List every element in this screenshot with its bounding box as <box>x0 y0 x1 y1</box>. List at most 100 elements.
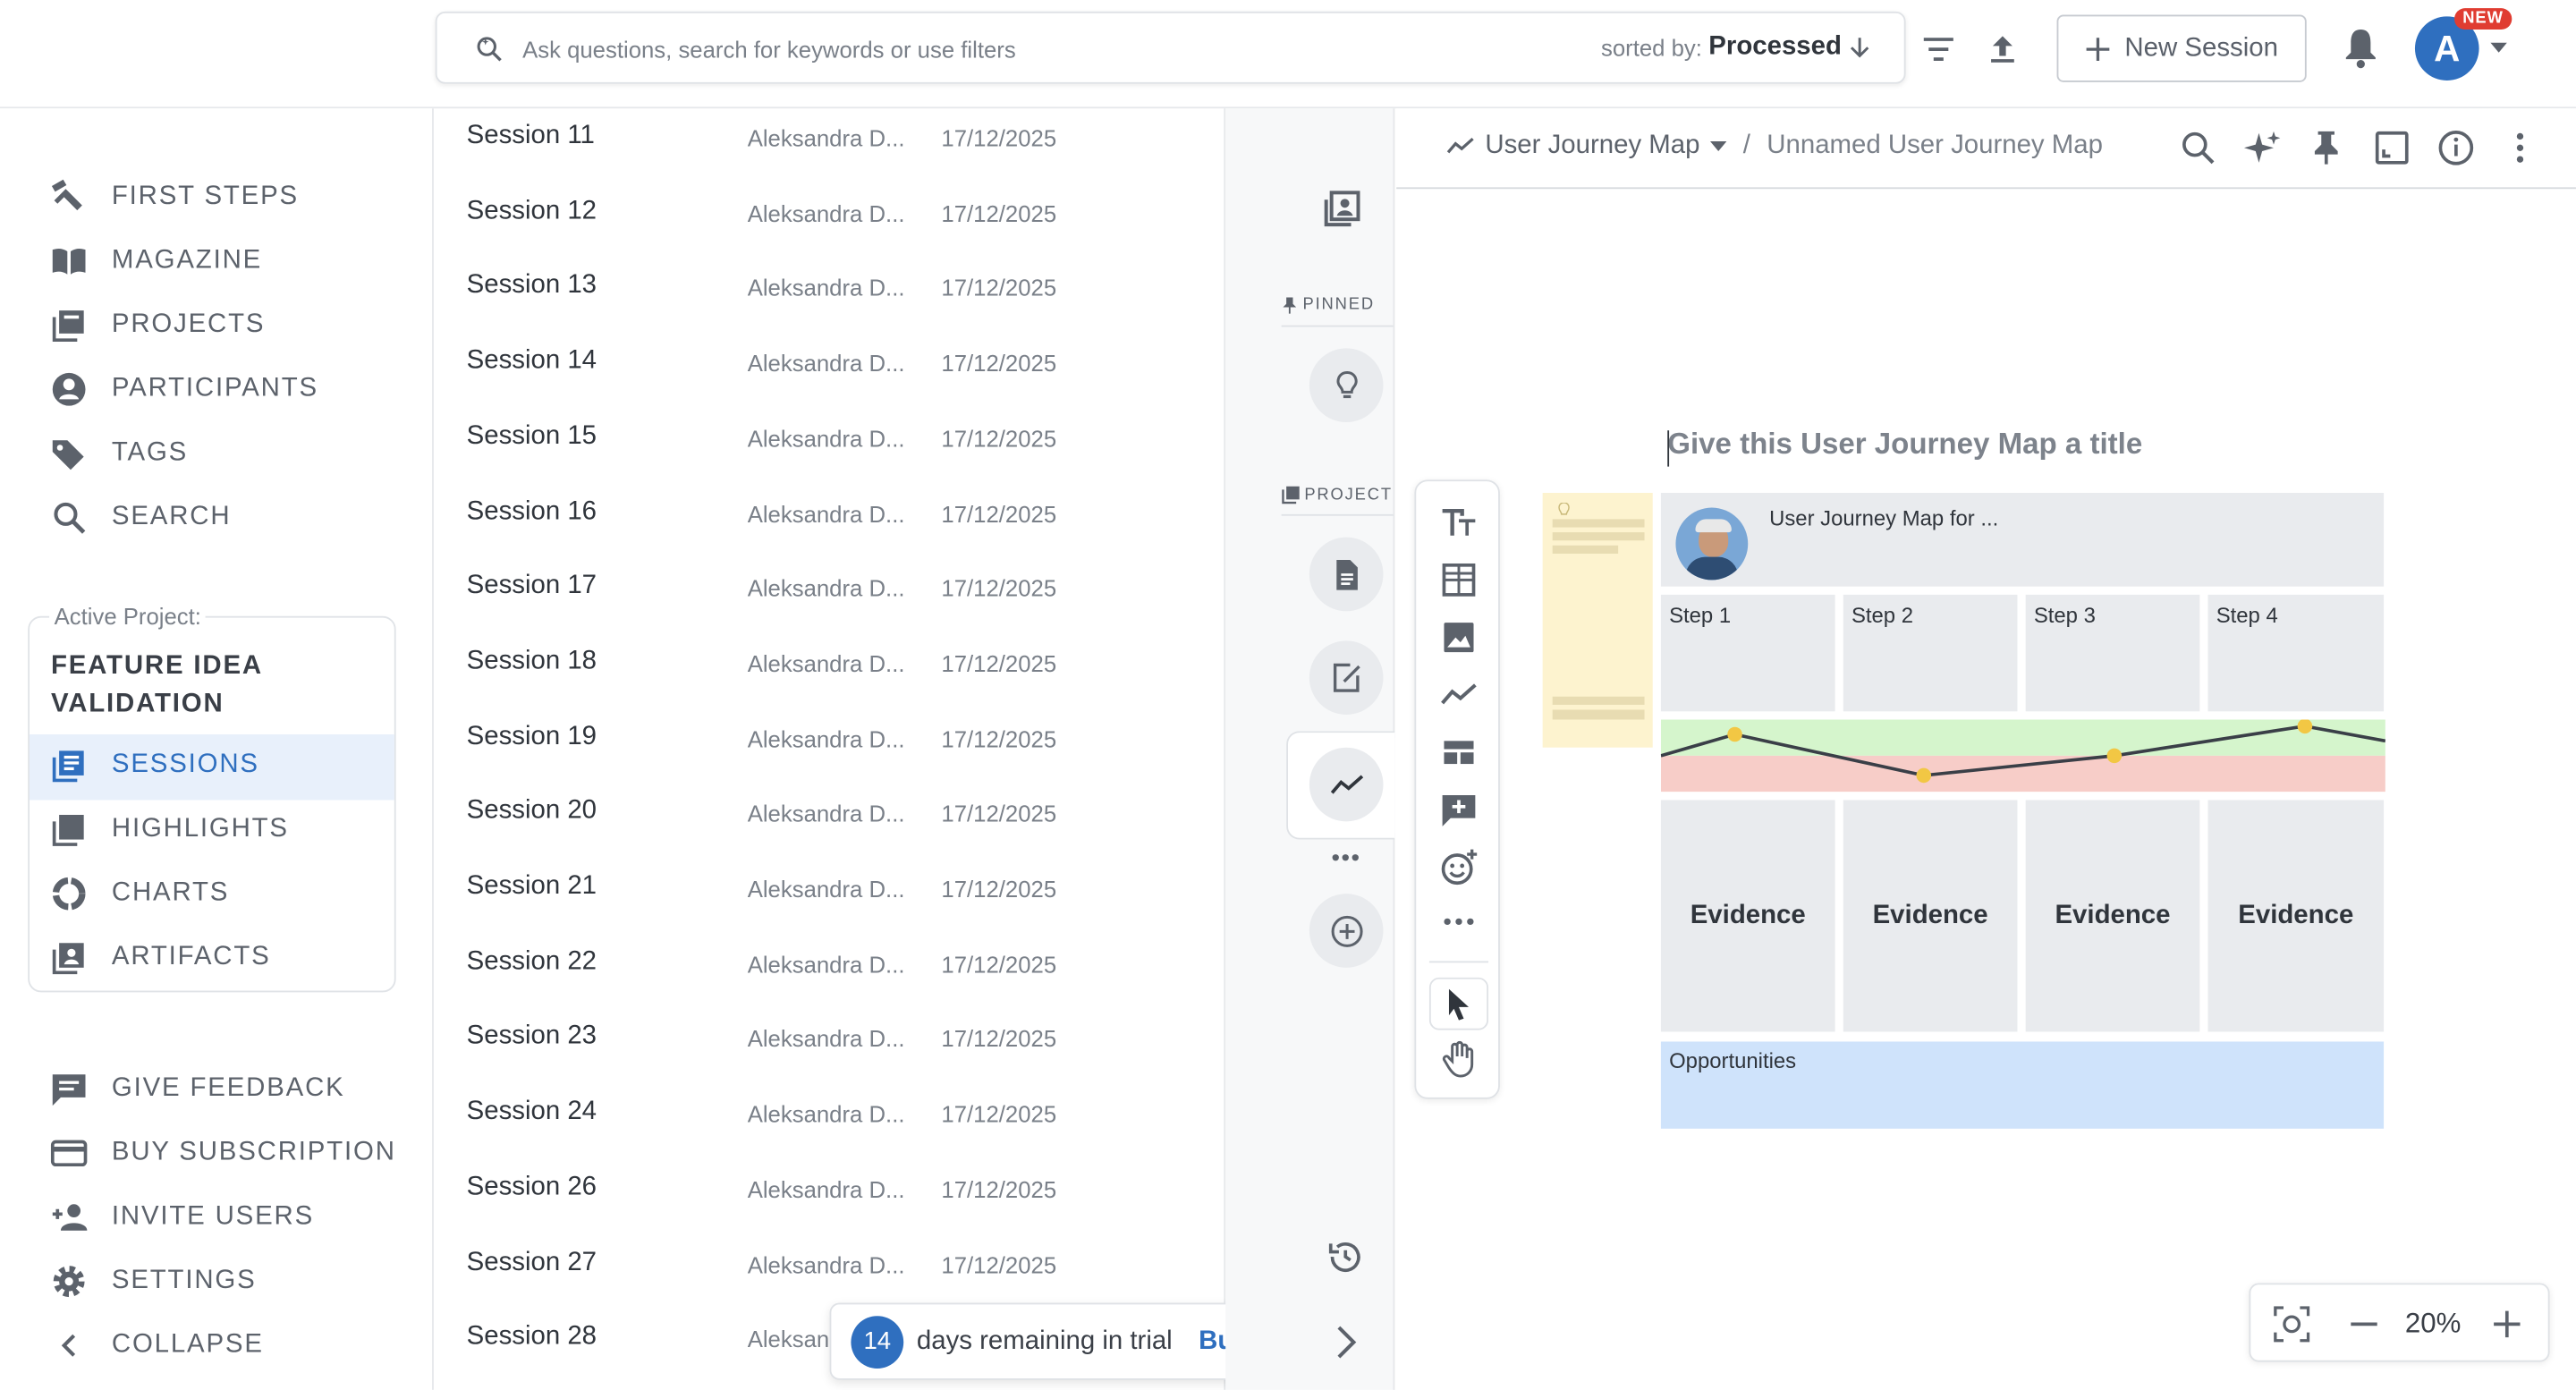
emoji-point <box>1916 767 1932 784</box>
sidebar-item-highlights[interactable]: HIGHLIGHTS <box>49 809 289 852</box>
artifact-type-dropdown[interactable]: User Journey Map <box>1445 131 1726 161</box>
step-cell[interactable]: Step 4 <box>2207 594 2385 712</box>
line-chart-tool-icon[interactable] <box>1439 675 1479 715</box>
fullscreen-icon[interactable] <box>2372 128 2411 167</box>
text-tool-icon[interactable] <box>1439 503 1479 542</box>
chevron-down-icon[interactable] <box>2490 42 2507 53</box>
sidebar-item-buy-subscription[interactable]: BUY SUBSCRIPTION <box>49 1131 396 1174</box>
evidence-cell[interactable]: Evidence <box>2207 800 2385 1032</box>
session-row[interactable]: Session 18 Aleksandra D... 17/12/2025 <box>436 634 1224 708</box>
session-row[interactable]: Session 24 Aleksandra D... 17/12/2025 <box>436 1084 1224 1158</box>
session-row[interactable]: Session 28 Aleksan <box>436 1309 1224 1384</box>
zoom-in-icon[interactable] <box>2492 1309 2521 1339</box>
search-input[interactable]: Ask questions, search for keywords or us… <box>522 36 1016 63</box>
history-icon[interactable] <box>1326 1237 1365 1276</box>
sidebar-item-sessions[interactable]: SESSIONS <box>49 744 259 787</box>
pin-icon[interactable] <box>2307 128 2346 167</box>
session-row[interactable]: Session 20 Aleksandra D... 17/12/2025 <box>436 784 1224 859</box>
sidebar-item-label: MAGAZINE <box>111 246 263 275</box>
session-row[interactable]: Session 11 Aleksandra D... 17/12/2025 <box>436 108 1224 182</box>
session-row[interactable]: Session 27 Aleksandra D... 17/12/2025 <box>436 1234 1224 1309</box>
rail-add-button[interactable] <box>1309 894 1384 968</box>
fit-screen-icon[interactable] <box>2274 1306 2310 1343</box>
rail-divider <box>1281 513 1394 516</box>
evidence-cell[interactable]: Evidence <box>2025 800 2200 1032</box>
image-tool-icon[interactable] <box>1439 618 1479 657</box>
more-vertical-icon[interactable] <box>2500 128 2539 167</box>
sidebar-item-charts[interactable]: CHARTS <box>49 872 229 915</box>
evidence-cell[interactable]: Evidence <box>1843 800 2018 1032</box>
first-steps-icon <box>51 179 82 211</box>
new-session-button[interactable]: New Session <box>2056 14 2307 82</box>
rail-item-insight[interactable] <box>1309 348 1384 423</box>
layout-tool-icon[interactable] <box>1439 733 1479 772</box>
trial-banner: 14 days remaining in trial Buy <box>829 1302 1278 1380</box>
session-row[interactable]: Session 16 Aleksandra D... 17/12/2025 <box>436 484 1224 558</box>
session-author: Aleksandra D... <box>747 1250 905 1278</box>
session-row[interactable]: Session 15 Aleksandra D... 17/12/2025 <box>436 409 1224 483</box>
session-row[interactable]: Session 22 Aleksandra D... 17/12/2025 <box>436 935 1224 1009</box>
upload-icon[interactable] <box>1983 30 2022 69</box>
sticky-note[interactable] <box>1542 493 1653 748</box>
sidebar-item-label: PROJECTS <box>111 310 266 339</box>
session-name: Session 28 <box>466 1322 597 1352</box>
bell-icon[interactable] <box>2341 26 2380 69</box>
session-row[interactable]: Session 12 Aleksandra D... 17/12/2025 <box>436 183 1224 258</box>
sidebar-item-collapse[interactable]: COLLAPSE <box>49 1324 264 1367</box>
more-horizontal-icon[interactable] <box>1331 852 1360 862</box>
document-name[interactable]: Unnamed User Journey Map <box>1767 131 2103 160</box>
map-title-input[interactable]: Give this User Journey Map a title <box>1667 427 2143 461</box>
sidebar-item-first-steps[interactable]: FIRST STEPS <box>49 176 299 219</box>
step-cell[interactable]: Step 3 <box>2025 594 2200 712</box>
ai-sparkle-icon[interactable] <box>2242 128 2282 167</box>
sidebar-item-participants[interactable]: PARTICIPANTS <box>49 368 318 411</box>
session-name: Session 20 <box>466 797 597 826</box>
rail-item-journey-map[interactable] <box>1309 747 1384 822</box>
search-bar[interactable]: Ask questions, search for keywords or us… <box>435 11 1906 84</box>
session-date: 17/12/2025 <box>941 425 1057 452</box>
session-row[interactable]: Session 19 Aleksandra D... 17/12/2025 <box>436 709 1224 784</box>
sidebar-item-magazine[interactable]: MAGAZINE <box>49 240 262 283</box>
session-row[interactable]: Session 23 Aleksandra D... 17/12/2025 <box>436 1009 1224 1083</box>
evidence-cell[interactable]: Evidence <box>1660 800 1835 1032</box>
artifacts-icon[interactable] <box>1321 187 1364 230</box>
info-icon[interactable] <box>2436 128 2476 167</box>
more-horizontal-icon[interactable] <box>1439 911 1479 931</box>
table-tool-icon[interactable] <box>1439 560 1479 599</box>
sidebar-item-projects[interactable]: PROJECTS <box>49 304 265 347</box>
step-cell[interactable]: Step 1 <box>1660 594 1835 712</box>
rail-item-edit[interactable] <box>1309 640 1384 715</box>
sort-control[interactable]: sorted by: Processed <box>1601 33 1871 63</box>
session-row[interactable]: Session 14 Aleksandra D... 17/12/2025 <box>436 334 1224 408</box>
sort-label: sorted by: <box>1601 34 1702 61</box>
hand-pan-icon[interactable] <box>1439 1040 1479 1080</box>
persona-row[interactable]: User Journey Map for ... <box>1660 493 2385 587</box>
filter-icon[interactable] <box>1919 30 1958 69</box>
sidebar-item-settings[interactable]: SETTINGS <box>49 1260 256 1303</box>
search-icon[interactable] <box>2178 128 2217 167</box>
selected-highlight <box>30 734 394 801</box>
new-badge: NEW <box>2454 8 2512 30</box>
session-row[interactable]: Session 13 Aleksandra D... 17/12/2025 <box>436 259 1224 333</box>
chevron-right-icon[interactable] <box>1329 1323 1362 1362</box>
zoom-out-icon[interactable] <box>2349 1309 2378 1339</box>
step-cell[interactable]: Step 2 <box>1843 594 2018 712</box>
cursor-icon[interactable] <box>1439 984 1479 1023</box>
add-comment-icon[interactable] <box>1439 790 1479 829</box>
gear-icon <box>53 1266 85 1298</box>
invite-user-icon <box>52 1204 88 1231</box>
session-row[interactable]: Session 26 Aleksandra D... 17/12/2025 <box>436 1159 1224 1233</box>
rail-item-document[interactable] <box>1309 537 1384 612</box>
sidebar-item-search[interactable]: SEARCH <box>49 496 231 539</box>
opportunities-row[interactable]: Opportunities <box>1660 1041 2385 1129</box>
add-emoji-icon[interactable] <box>1439 848 1479 887</box>
session-name: Session 23 <box>466 1022 597 1051</box>
sidebar-item-artifacts[interactable]: ARTIFACTS <box>49 937 270 979</box>
session-row[interactable]: Session 17 Aleksandra D... 17/12/2025 <box>436 559 1224 633</box>
sidebar-item-give-feedback[interactable]: GIVE FEEDBACK <box>49 1068 344 1111</box>
session-author: Aleksandra D... <box>747 500 905 527</box>
session-row[interactable]: Session 21 Aleksandra D... 17/12/2025 <box>436 860 1224 934</box>
sidebar-item-invite-users[interactable]: INVITE USERS <box>49 1196 314 1239</box>
sidebar-item-tags[interactable]: TAGS <box>49 432 188 475</box>
emotion-curve[interactable] <box>1660 719 2385 792</box>
